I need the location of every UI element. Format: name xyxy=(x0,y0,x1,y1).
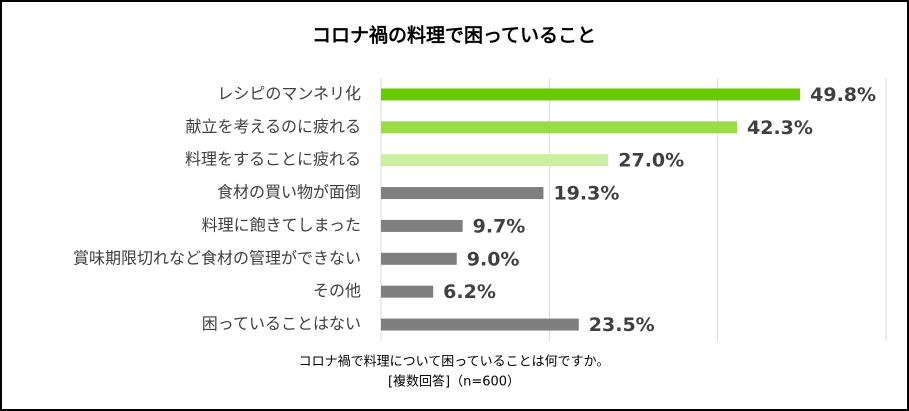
bar xyxy=(381,318,579,331)
bar xyxy=(381,121,738,134)
category-label: 献立を考えるのに疲れる xyxy=(185,117,361,136)
value-label: 27.0% xyxy=(618,150,684,172)
category-label: 料理に飽きてしまった xyxy=(202,215,361,234)
category-label: レシピのマンネリ化 xyxy=(217,84,361,103)
value-label: 23.5% xyxy=(589,314,655,336)
value-label: 9.7% xyxy=(473,215,526,237)
chart-title: コロナ禍の料理で困っていること xyxy=(312,24,596,47)
value-label: 49.8% xyxy=(810,84,876,106)
category-label: 料理をすることに疲れる xyxy=(185,150,361,169)
value-label: 19.3% xyxy=(553,183,619,205)
bar xyxy=(381,252,457,265)
category-label: 困っていることはない xyxy=(202,314,361,333)
value-label: 42.3% xyxy=(747,117,813,139)
bar xyxy=(381,187,544,200)
bar xyxy=(381,88,801,101)
category-label: 賞味期限切れなど食材の管理ができない xyxy=(73,248,361,267)
footnote: [複数回答]（n=600） xyxy=(388,374,520,390)
category-label: 食材の買い物が面倒 xyxy=(217,183,361,202)
bar xyxy=(381,154,609,167)
bar xyxy=(381,285,434,298)
bar xyxy=(381,219,463,232)
footnote: コロナ禍で料理について困っていることは何ですか。 xyxy=(299,354,610,370)
value-label: 6.2% xyxy=(443,281,496,303)
category-label: その他 xyxy=(313,281,361,300)
value-label: 9.0% xyxy=(467,248,520,270)
